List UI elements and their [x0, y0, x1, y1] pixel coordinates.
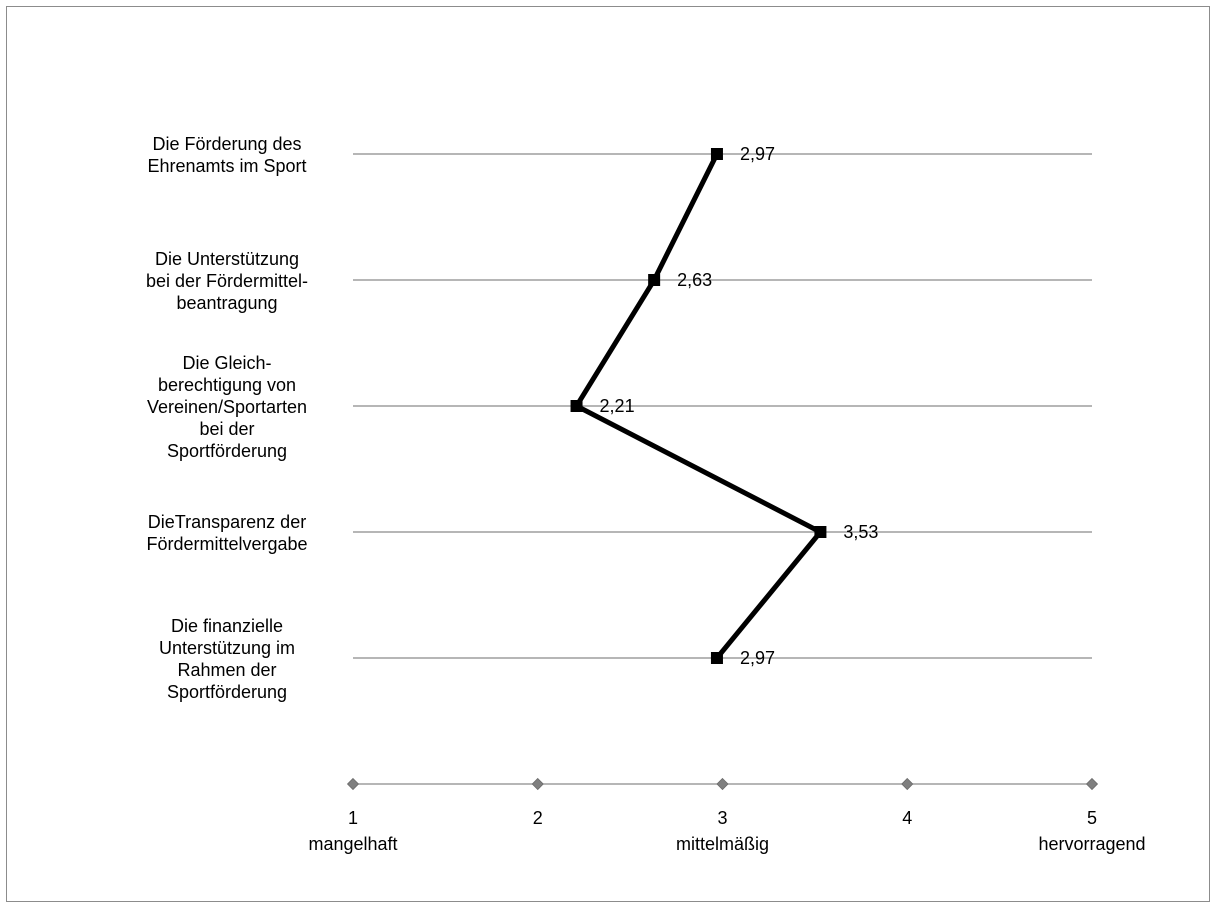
x-tick-label: 4: [902, 808, 912, 828]
x-tick-label: 1: [348, 808, 358, 828]
category-label-line: Rahmen der: [177, 660, 277, 680]
data-label: 2,63: [677, 270, 712, 290]
category-label-line: Sportförderung: [166, 441, 288, 461]
category-label-line: berechtigung von: [157, 375, 297, 395]
data-label: 2,21: [600, 396, 635, 416]
data-label: 2,97: [740, 648, 775, 668]
axis-tick-marker: [346, 777, 360, 791]
data-point: [710, 148, 723, 160]
x-tick-sublabel: mittelmäßig: [676, 834, 769, 854]
x-tick-label: 5: [1087, 808, 1097, 828]
category-label-line: Die Unterstützung: [154, 249, 300, 269]
category-label-line: Die Gleich-: [182, 353, 272, 373]
x-tick-label: 2: [533, 808, 543, 828]
data-point: [710, 652, 723, 664]
category-label-line: bei der Fördermittel-: [145, 271, 309, 291]
axis-tick-marker: [1085, 777, 1099, 791]
data-label: 3,53: [843, 522, 878, 542]
x-tick-sublabel: hervorragend: [1038, 834, 1145, 854]
x-tick-sublabel: mangelhaft: [308, 834, 397, 854]
category-label-line: Sportförderung: [166, 682, 288, 702]
category-label: Die Förderung des Ehrenamts im Sport: [117, 133, 337, 177]
category-label-line: bei der: [199, 419, 255, 439]
category-label-line: Fördermittelvergabe: [146, 534, 308, 554]
category-label: Die Gleich-berechtigung von Vereinen/Spor…: [117, 352, 337, 462]
axis-tick-marker: [531, 777, 544, 791]
category-label-line: Vereinen/Sportarten: [146, 397, 308, 417]
category-label-line: beantragung: [176, 293, 278, 313]
x-tick-label: 3: [717, 808, 727, 828]
category-label: Die Unterstützung bei der Fördermittel-be…: [117, 248, 337, 314]
data-label: 2,97: [740, 144, 775, 164]
category-label-line: Ehrenamts im Sport: [147, 156, 307, 176]
category-label-line: DieTransparenz der: [147, 512, 307, 532]
category-label-line: Unterstützung im: [158, 638, 296, 658]
data-point: [648, 274, 661, 286]
category-label: Die finanzielle Unterstützung im Rahmen de…: [117, 615, 337, 703]
axis-tick-marker: [716, 777, 729, 791]
chart-frame: [6, 6, 1210, 902]
category-label-line: Die finanzielle: [170, 616, 284, 636]
category-label-line: Die Förderung des: [152, 134, 302, 154]
axis-tick-marker: [901, 777, 914, 791]
category-label: DieTransparenz der Fördermittelvergabe: [117, 511, 337, 555]
data-point: [570, 400, 583, 412]
data-point: [814, 526, 827, 538]
